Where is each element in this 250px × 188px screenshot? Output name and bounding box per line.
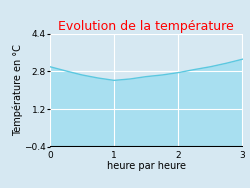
- X-axis label: heure par heure: heure par heure: [107, 161, 186, 171]
- Y-axis label: Température en °C: Température en °C: [12, 44, 23, 136]
- Title: Evolution de la température: Evolution de la température: [58, 20, 234, 33]
